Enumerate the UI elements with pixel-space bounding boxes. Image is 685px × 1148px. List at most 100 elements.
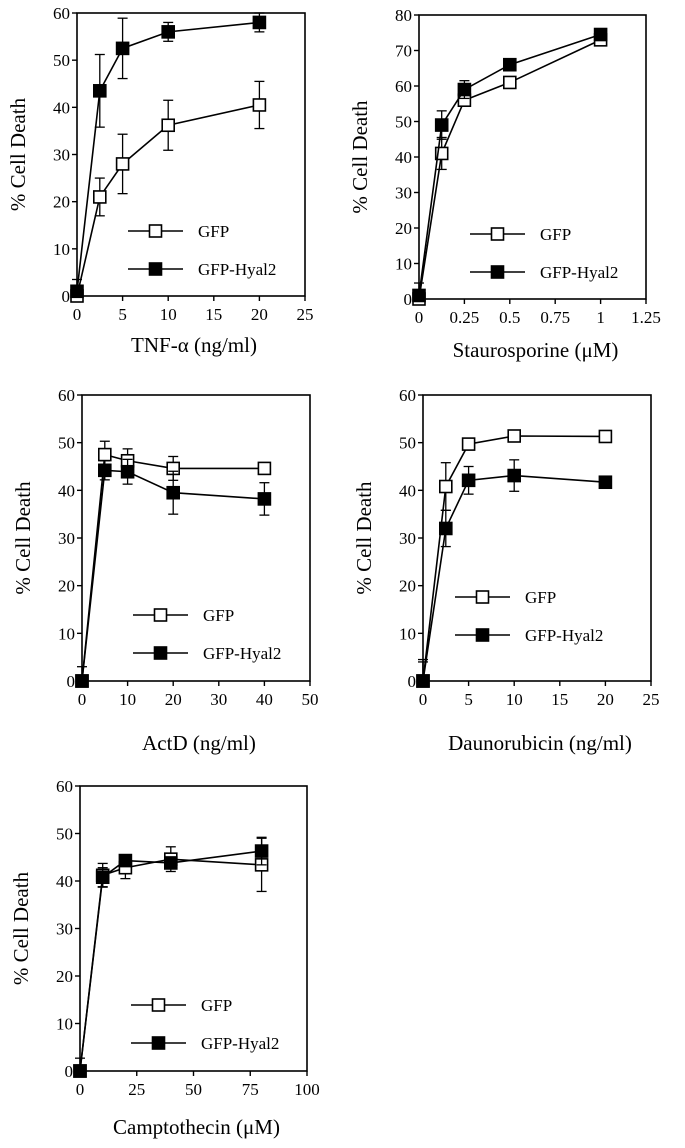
y-tick-label: 40 <box>395 148 412 167</box>
y-tick-label: 70 <box>395 42 412 61</box>
x-tick-label: 75 <box>242 1080 259 1099</box>
data-point <box>598 429 613 444</box>
data-point <box>254 844 269 858</box>
y-tick-label: 0 <box>404 290 413 309</box>
legend-marker <box>153 608 168 622</box>
y-tick-label: 60 <box>399 386 416 405</box>
series-gfp-hyal2 <box>75 458 272 688</box>
legend-marker <box>490 227 505 241</box>
series-gfp <box>70 80 267 303</box>
x-tick-label: 0 <box>73 305 82 324</box>
data-point <box>115 157 130 171</box>
plot-frame <box>81 394 311 682</box>
legend-label: GFP-Hyal2 <box>540 263 618 282</box>
data-point <box>161 25 175 39</box>
y-tick-label: 60 <box>56 777 73 796</box>
x-axis-title: ActD (ng/ml) <box>142 731 256 755</box>
legend-marker <box>148 262 163 276</box>
y-tick-label: 40 <box>56 872 73 891</box>
data-point <box>438 479 453 494</box>
x-axis-title: Staurosporine (μM) <box>453 338 619 362</box>
data-point <box>438 521 453 536</box>
data-point <box>95 870 110 885</box>
y-tick-label: 0 <box>62 287 71 306</box>
y-tick-label: 60 <box>58 386 75 405</box>
y-tick-label: 80 <box>395 6 412 25</box>
x-tick-label: 10 <box>119 690 136 709</box>
y-tick-label: 0 <box>65 1062 74 1081</box>
x-tick-label: 1.25 <box>631 308 661 327</box>
y-tick-label: 50 <box>58 434 75 453</box>
x-tick-label: 20 <box>597 690 614 709</box>
series-gfp-hyal2 <box>70 12 267 299</box>
x-tick-label: 100 <box>294 1080 320 1099</box>
data-point <box>434 118 449 132</box>
x-tick-label: 0.5 <box>499 308 520 327</box>
data-point <box>598 475 613 490</box>
series-line <box>418 33 601 296</box>
data-point <box>118 853 133 868</box>
chart-panel-1: 0 10 20 30 40 50 60 0 5 10 15 20 25 TNF-α (ng/ml) % Ce… <box>6 4 314 357</box>
legend-item-gfp: GFP <box>128 222 229 241</box>
y-tick-label: 50 <box>53 51 70 70</box>
legend-item-gfp-hyal2: GFP-Hyal2 <box>133 644 281 663</box>
y-tick-label: 10 <box>399 624 416 643</box>
data-point <box>164 856 178 870</box>
legend-item-gfp-hyal2: GFP-Hyal2 <box>128 260 276 279</box>
x-tick-label: 0 <box>415 308 424 327</box>
x-tick-label: 0 <box>78 690 87 709</box>
series-gfp-hyal2 <box>416 459 613 688</box>
x-axis-title: Camptothecin (μM) <box>113 1115 280 1139</box>
data-point <box>502 57 517 72</box>
data-point <box>416 674 430 688</box>
y-axis-title: % Cell Death <box>9 871 33 985</box>
data-point <box>507 468 522 483</box>
y-axis-title: % Cell Death <box>6 97 30 211</box>
data-point <box>507 429 522 443</box>
y-tick-label: 40 <box>399 481 416 500</box>
data-point <box>166 485 180 500</box>
plot-frame <box>79 785 308 1072</box>
y-tick-label: 40 <box>58 481 75 500</box>
legend-label: GFP-Hyal2 <box>525 626 603 645</box>
legend-marker <box>475 590 490 604</box>
y-tick-label: 50 <box>56 825 73 844</box>
y-tick-label: 10 <box>395 255 412 274</box>
x-tick-label: 5 <box>118 305 127 324</box>
y-tick-label: 10 <box>56 1015 73 1034</box>
chart-panel-5: 0 10 20 30 40 50 60 0 25 50 75 100 Camptothecin (μM)… <box>9 777 320 1139</box>
legend-label: GFP-Hyal2 <box>203 644 281 663</box>
legend-item-gfp: GFP <box>133 606 234 625</box>
legend-item-gfp-hyal2: GFP-Hyal2 <box>131 1034 279 1053</box>
series-gfp-hyal2 <box>73 836 269 1078</box>
data-point <box>461 473 476 488</box>
data-point <box>70 284 84 299</box>
y-tick-label: 20 <box>53 193 70 212</box>
y-axis-title: % Cell Death <box>352 481 376 595</box>
legend-item-gfp: GFP <box>470 225 571 244</box>
data-point <box>120 464 135 479</box>
series-line <box>422 474 606 682</box>
y-tick-label: 50 <box>399 434 416 453</box>
x-tick-label: 20 <box>165 690 182 709</box>
legend-item-gfp: GFP <box>455 588 556 607</box>
data-point <box>461 437 476 451</box>
x-tick-label: 25 <box>643 690 660 709</box>
legend-label: GFP-Hyal2 <box>198 260 276 279</box>
plot-frame <box>76 12 306 297</box>
data-point <box>257 461 272 476</box>
x-tick-label: 1 <box>596 308 605 327</box>
series-gfp-hyal2 <box>412 27 608 303</box>
data-point <box>257 492 272 506</box>
y-tick-label: 30 <box>56 920 73 939</box>
y-tick-label: 20 <box>58 577 75 596</box>
data-point <box>115 41 130 56</box>
legend-item-gfp: GFP <box>131 996 232 1015</box>
data-point <box>98 447 112 462</box>
x-tick-label: 15 <box>205 305 222 324</box>
y-axis-title: % Cell Death <box>348 100 372 214</box>
x-tick-label: 30 <box>210 690 227 709</box>
data-point <box>252 15 267 30</box>
y-tick-label: 50 <box>395 113 412 132</box>
